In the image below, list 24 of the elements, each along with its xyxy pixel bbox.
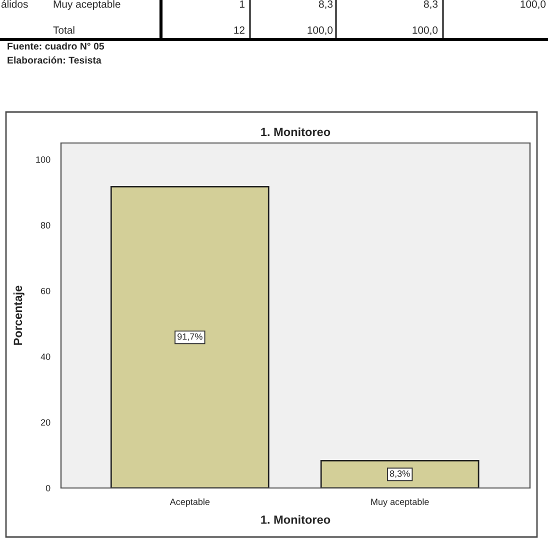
- text: álidos: [1, 0, 28, 8]
- text: 8,3: [424, 0, 438, 10]
- text: Total: [53, 26, 74, 34]
- text: 100,0: [308, 26, 333, 36]
- text: Elaboración: Tesista: [8, 56, 102, 64]
- text: 1: [240, 0, 244, 8]
- y-tick-label: 100: [36, 156, 50, 163]
- text: Muy aceptable: [54, 0, 120, 10]
- y-tick-label: 60: [41, 288, 50, 294]
- text: 100,0: [412, 26, 438, 36]
- data-label: 8,3%: [390, 470, 410, 478]
- text: 100,0: [520, 0, 546, 10]
- text: 12: [234, 26, 244, 34]
- chart-title: 1. Monitoreo: [261, 128, 330, 136]
- source-note: Fuente: cuadro N° 05: [8, 42, 104, 50]
- data-label: 91,7%: [178, 333, 202, 341]
- y-tick-label: 80: [40, 222, 50, 229]
- y-axis-title: Porcentaje: [13, 286, 24, 345]
- y-tick-label: 0: [46, 484, 50, 492]
- y-tick-label: 20: [40, 419, 50, 426]
- text: 8,3: [318, 0, 333, 10]
- x-tick-label: Aceptable: [170, 498, 210, 507]
- y-tick-label: 40: [40, 354, 50, 360]
- x-axis-title: 1. Monitoreo: [261, 515, 330, 524]
